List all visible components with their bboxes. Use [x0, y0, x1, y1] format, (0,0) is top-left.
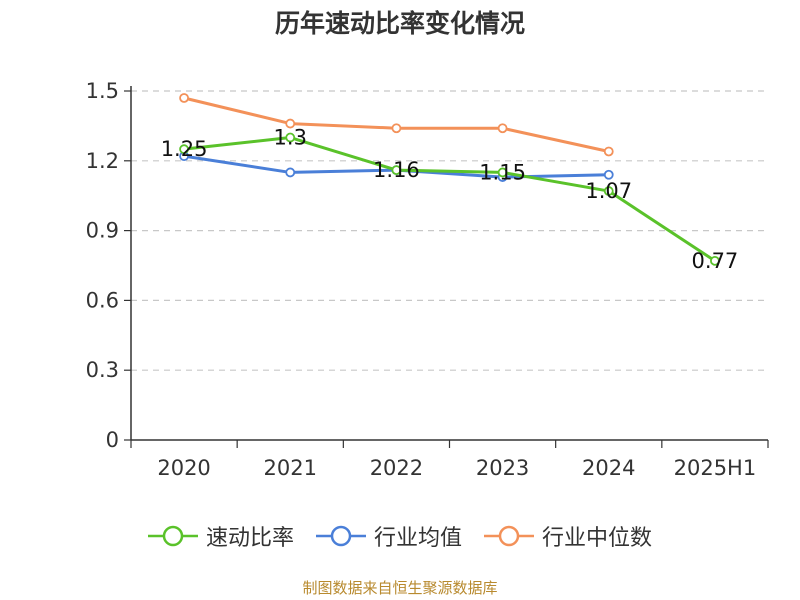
data-label-1: 1.3 — [274, 126, 307, 150]
grid-lines — [131, 90, 768, 371]
y-tick-label-0: 0 — [106, 428, 119, 452]
point-s0-1 — [285, 132, 296, 143]
point-s2-1 — [285, 118, 296, 129]
point-s0-5 — [710, 255, 720, 266]
legend-item-industry-median[interactable]: 行业中位数 — [484, 520, 652, 552]
source-note: 制图数据来自恒生聚源数据库 — [302, 579, 498, 597]
legend-label-industry-median: 行业中位数 — [542, 526, 653, 551]
point-s0-0 — [179, 144, 189, 155]
x-tick-label-2: 2022 — [370, 456, 423, 480]
y-tick-label-2: 0.6 — [86, 288, 119, 312]
y-tick-label-4: 1.2 — [86, 149, 119, 173]
x-tick-label-3: 2023 — [476, 456, 529, 480]
legend-label-quick-ratio: 速动比率 — [205, 526, 294, 551]
series-points — [179, 93, 720, 266]
x-tick-label-4: 2024 — [582, 456, 635, 480]
legend: 速动比率 行业均值 行业中位数 — [0, 520, 800, 552]
data-label-4: 1.07 — [585, 179, 632, 203]
y-tick-label-1: 0.3 — [86, 358, 119, 382]
point-s1-1 — [285, 167, 296, 178]
series-lines — [183, 96, 716, 263]
y-tick-label-3: 0.9 — [86, 219, 119, 243]
legend-swatch-quick-ratio — [147, 525, 198, 547]
x-tick-label-5: 2025H1 — [674, 456, 757, 480]
legend-swatch-industry-mean — [315, 525, 366, 547]
chart-title: 历年速动比率变化情况 — [274, 9, 525, 38]
axes: 0 0.3 0.6 0.9 1.2 1.5 2020 2021 2022 2023 2024 2025… — [86, 79, 769, 480]
series-line-0 — [183, 136, 716, 263]
legend-swatch-industry-median — [484, 525, 534, 547]
data-label-0: 1.25 — [161, 137, 208, 161]
point-s2-3 — [497, 123, 508, 134]
data-label-2: 1.16 — [373, 158, 420, 182]
legend-item-quick-ratio[interactable]: 速动比率 — [147, 520, 294, 552]
data-label-5: 0.77 — [692, 249, 739, 273]
data-labels: 1.25 1.3 1.16 1.15 1.07 0.77 — [161, 126, 739, 273]
point-s1-4 — [603, 169, 614, 180]
point-s2-2 — [391, 123, 402, 134]
y-tick-label-5: 1.5 — [86, 79, 119, 103]
legend-item-industry-mean[interactable]: 行业均值 — [315, 520, 462, 552]
x-tick-label-1: 2021 — [264, 456, 317, 480]
x-tick-label-0: 2020 — [157, 456, 210, 480]
point-s0-2 — [391, 165, 402, 176]
point-s2-4 — [603, 146, 614, 157]
point-s2-0 — [179, 93, 189, 103]
legend-label-industry-mean: 行业均值 — [373, 526, 462, 551]
point-s0-4 — [603, 186, 614, 196]
data-label-3: 1.15 — [479, 160, 526, 184]
point-s0-3 — [497, 167, 508, 178]
